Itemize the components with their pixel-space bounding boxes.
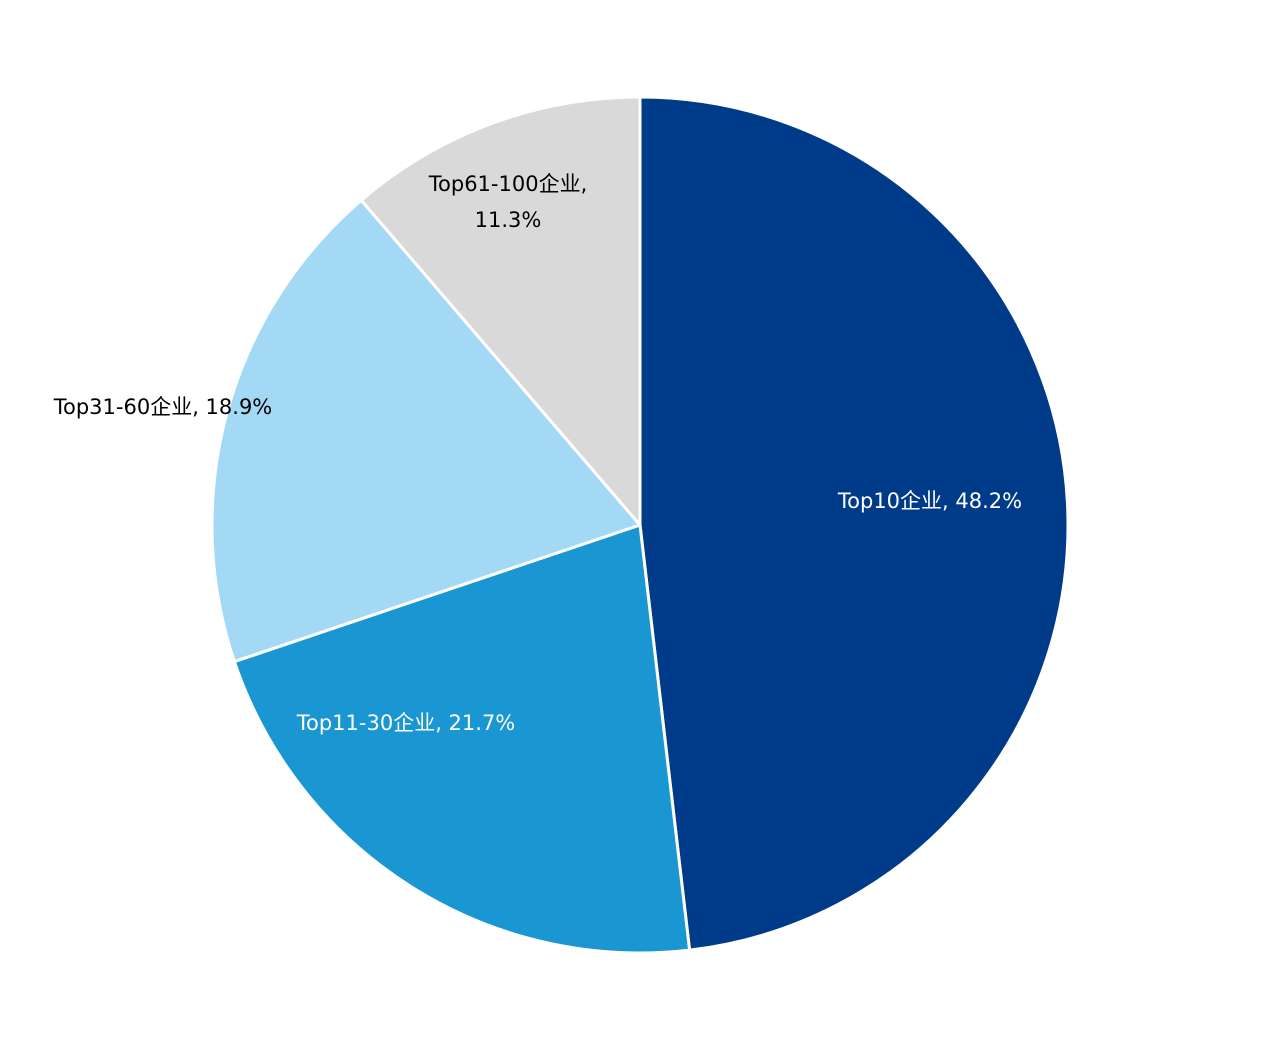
pie-slice-3: [210, 198, 642, 664]
pie-slice-4: [359, 95, 642, 527]
pie-slice-label-1: Top10企业, 48.2%: [837, 489, 1022, 513]
pie-slice-1: [638, 95, 1070, 952]
pie-slice-label-3: Top31-60企业, 18.9%: [53, 395, 273, 419]
pie-slices: [210, 95, 1070, 955]
pie-slice-label-2: Top11-30企业, 21.7%: [296, 711, 516, 735]
pie-labels: Top10企业, 48.2% Top11-30企业, 21.7% Top31-60企…: [53, 172, 1022, 735]
pie-slice-label-4: Top61-100企业, 11.3%: [428, 172, 588, 232]
pie-slice-2: [232, 523, 692, 955]
